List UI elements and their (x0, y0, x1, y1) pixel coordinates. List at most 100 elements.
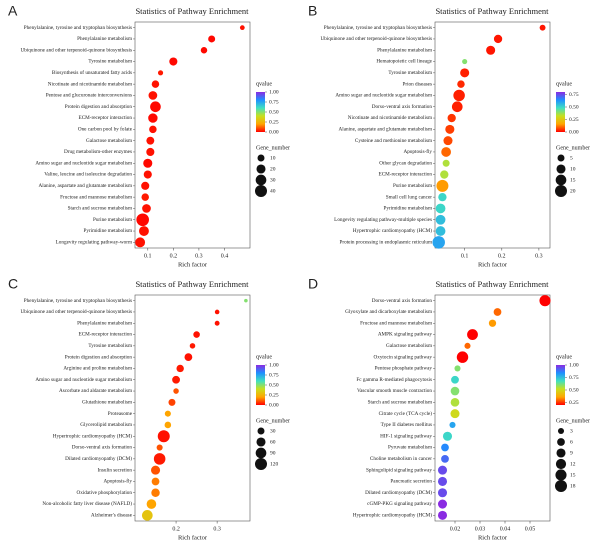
x-tick-label: 0.3 (213, 526, 221, 532)
category-label: Longevity regulating pathway-worm (56, 240, 132, 246)
size-legend-dot (555, 458, 567, 470)
chart-title: Statistics of Pathway Enrichment (135, 6, 249, 16)
panel-label: D (308, 276, 318, 292)
x-tick-label: 0.02 (450, 526, 461, 532)
x-tick-label: 0.04 (500, 526, 511, 532)
colorbar-tick-label: 0.25 (569, 400, 579, 406)
x-tick-label: 0.1 (461, 253, 469, 259)
colorbar (556, 365, 565, 405)
plot-area (134, 21, 251, 249)
category-label: Glutathione metabolism (82, 400, 132, 406)
bubble (151, 488, 160, 497)
chart-title: Statistics of Pathway Enrichment (135, 279, 249, 289)
x-tick-label: 0.05 (525, 526, 536, 532)
colorbar (556, 92, 565, 132)
chart-title: Statistics of Pathway Enrichment (435, 6, 549, 16)
size-legend-label: 6 (570, 439, 573, 445)
colorbar-tick-label: 0.00 (269, 402, 279, 408)
category-label: Ubiquinone and other terpenoid-quinone b… (20, 47, 132, 53)
category-label: Phenylalanine, tyrosine and tryptophan b… (24, 25, 132, 31)
bubble (457, 80, 465, 88)
bubble (151, 477, 160, 486)
size-legend-dot (557, 154, 565, 162)
colorbar-tick-label: 0.75 (569, 92, 579, 98)
category-label: Other glycan degradation (379, 160, 432, 166)
category-label: Nicotinate and nicotinamide metabolism (348, 115, 432, 121)
bubble (464, 342, 471, 349)
category-label: Tyrosine metabolism (88, 343, 132, 349)
category-label: Dorso-ventral axis formation (372, 297, 433, 304)
bubble (151, 80, 160, 88)
bubble (441, 443, 449, 452)
chart-title: Statistics of Pathway Enrichment (435, 279, 549, 289)
bubble (138, 226, 149, 237)
category-label: Pyrimidine metabolism (83, 228, 132, 234)
size-legend-dot (555, 480, 567, 492)
size-legend-dot (256, 164, 266, 174)
bubble (176, 364, 184, 373)
colorbar-tick-label: 1.00 (569, 362, 579, 368)
panel: A Statistics of Pathway Enrichment 0.1 0.2 0… (8, 3, 290, 269)
category-label: Hypertrophic cardiomyopathy (HCM) (53, 432, 133, 439)
bubble (189, 343, 196, 349)
category-label: Glycerolipid metabolism (80, 422, 132, 428)
category-label: Alanine, aspartate and glutamate metabol… (39, 183, 133, 189)
category-label: Dilated cardiomyopathy (DCM) (365, 489, 432, 496)
bubble (539, 295, 551, 307)
category-label: Pancreatic secretion (390, 479, 432, 485)
category-label: One carbon pool by folate (78, 126, 133, 133)
colorbar (256, 92, 265, 132)
category-label: Oxytocin signaling pathway (374, 354, 433, 360)
color-legend-title: qvalue (256, 81, 272, 87)
bubble (451, 101, 463, 113)
bubble (493, 34, 503, 44)
colorbar-tick-label: 0.25 (569, 117, 579, 123)
colorbar-tick-label: 0.00 (269, 129, 279, 135)
bubble (151, 465, 161, 475)
colorbar-tick-label: 0.50 (569, 387, 579, 393)
panel: B Statistics of Pathway Enrichment 0.1 0.2 0… (308, 3, 590, 269)
bubble (135, 237, 146, 248)
plot-area (434, 21, 551, 249)
bubble (437, 510, 448, 520)
bubble (244, 298, 248, 303)
bubble (172, 375, 180, 384)
size-legend-title: Gene_number (556, 418, 590, 424)
size-legend-dot (557, 427, 565, 435)
size-legend-label: 30 (270, 428, 276, 434)
x-tick-label: 0.3 (195, 253, 203, 259)
bubble (435, 203, 446, 214)
x-axis-label: Rich factor (478, 534, 508, 541)
size-legend-label: 30 (270, 177, 276, 183)
size-legend-label: 15 (570, 472, 576, 478)
category-label: Phenylalanine metabolism (377, 47, 432, 53)
category-label: Biosynthesis of unsaturated fatty acids (52, 69, 132, 76)
bubble (164, 410, 171, 417)
category-label: Citrate cycle (TCA cycle) (379, 410, 433, 417)
bubble (432, 236, 445, 249)
bubble (442, 159, 450, 167)
bubble (157, 430, 170, 443)
colorbar-tick-label: 0.25 (269, 119, 279, 125)
bubble (447, 113, 456, 123)
size-legend-dot (255, 458, 267, 470)
category-label: Starch and sucrose metabolism (68, 206, 132, 212)
x-tick-label: 0.1 (144, 253, 152, 259)
size-legend-dot (555, 185, 567, 197)
color-legend-title: qvalue (556, 354, 572, 360)
category-label: Purine metabolism (93, 217, 132, 223)
plot-area (434, 294, 551, 522)
category-label: AMPK signaling pathway (378, 332, 433, 338)
category-label: Phenylalanine metabolism (77, 36, 132, 42)
bubble (442, 431, 453, 441)
bubble (214, 320, 220, 326)
category-label: Ubiquinone and other terpenoid-quinone b… (320, 36, 432, 42)
bubble (438, 192, 447, 202)
category-label: Valine, leucine and isoleucine degradati… (44, 172, 132, 178)
category-label: Pyruvate metabolism (388, 445, 432, 451)
category-label: ECM-receptor interaction (79, 332, 133, 338)
panel-label: C (8, 276, 18, 292)
category-label: Apoptosis-fly (403, 148, 432, 155)
category-label: Type II diabetes mellitus (381, 422, 432, 428)
bubble (450, 386, 460, 396)
